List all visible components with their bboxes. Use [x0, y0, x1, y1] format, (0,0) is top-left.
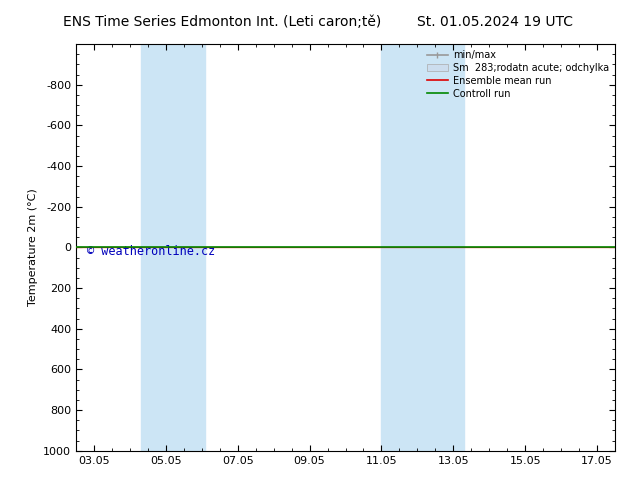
Bar	[166, 44, 205, 451]
Text: ENS Time Series Edmonton Int. (Leti caron;tě): ENS Time Series Edmonton Int. (Leti caro…	[63, 15, 381, 29]
Legend: min/max, Sm  283;rodatn acute; odchylka, Ensemble mean run, Controll run: min/max, Sm 283;rodatn acute; odchylka, …	[423, 46, 613, 102]
Y-axis label: Temperature 2m (°C): Temperature 2m (°C)	[28, 189, 37, 306]
Bar	[428, 44, 464, 451]
Text: © weatheronline.cz: © weatheronline.cz	[87, 245, 215, 258]
Bar	[141, 44, 166, 451]
Text: St. 01.05.2024 19 UTC: St. 01.05.2024 19 UTC	[417, 15, 573, 29]
Bar	[382, 44, 428, 451]
